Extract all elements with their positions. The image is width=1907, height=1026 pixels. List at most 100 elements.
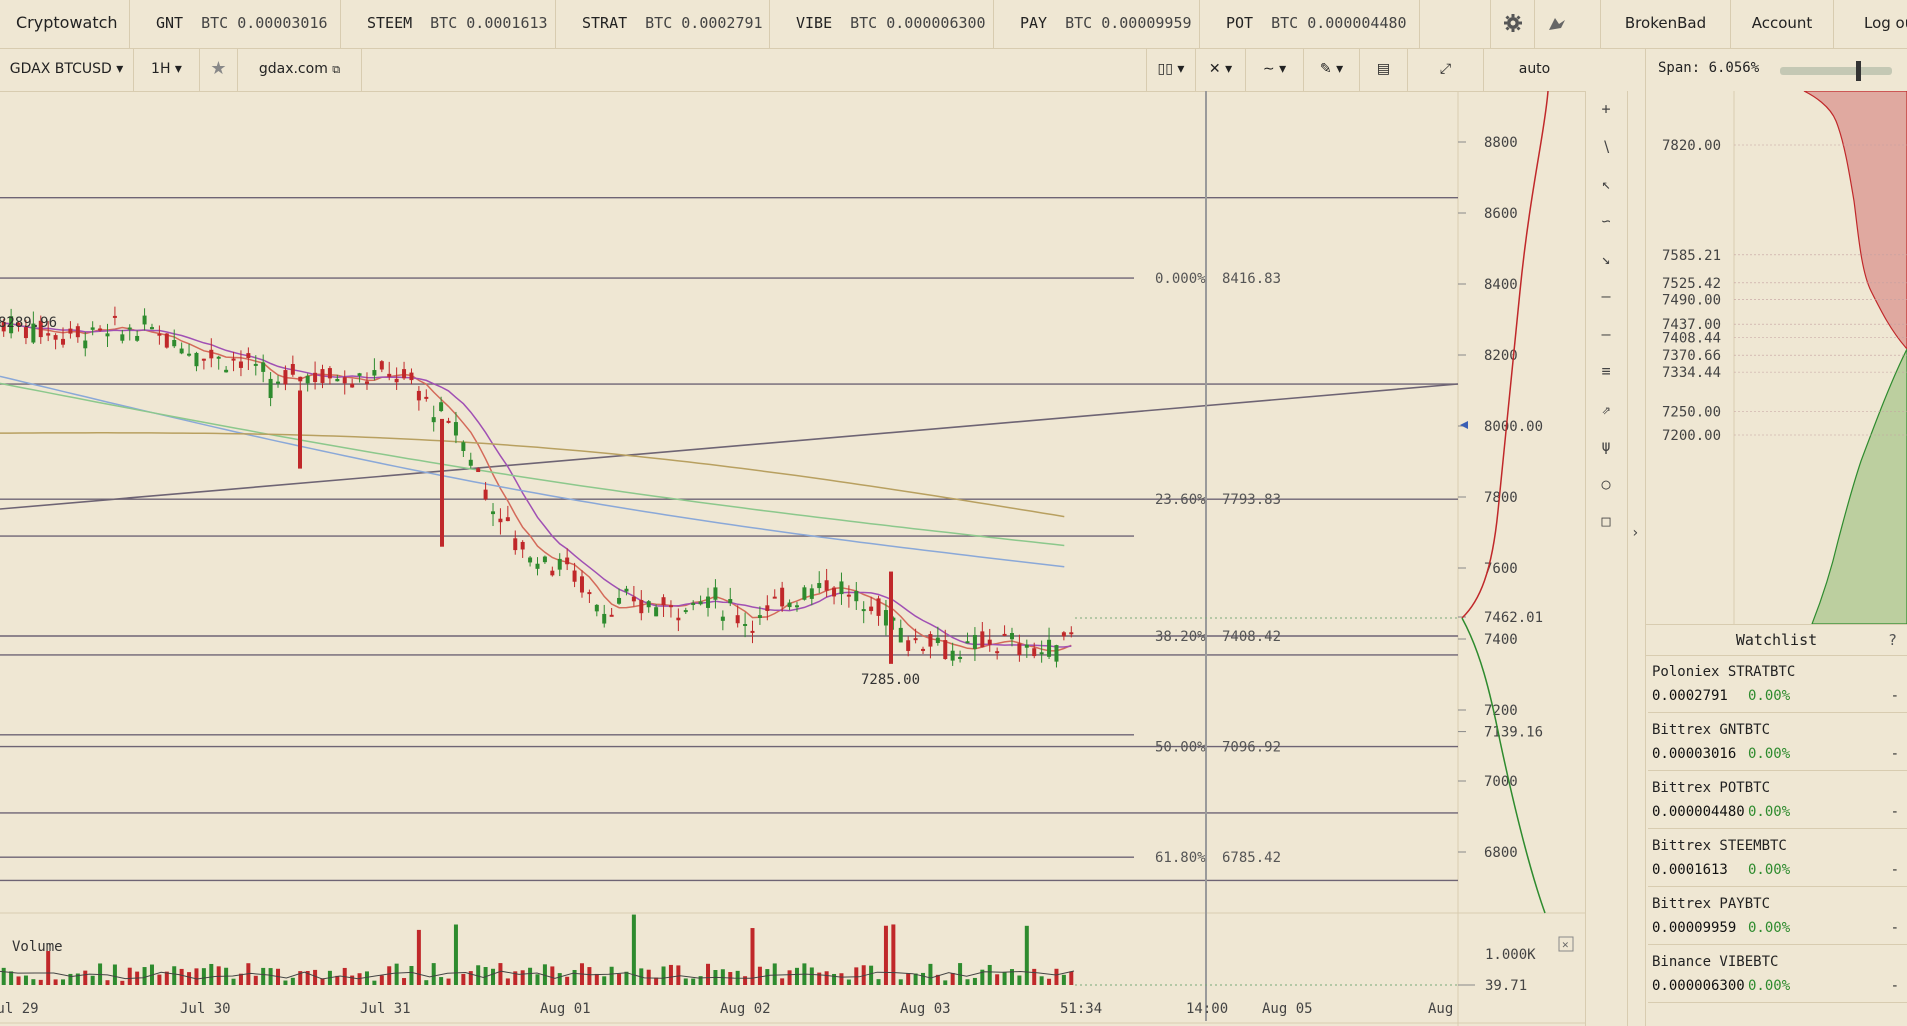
candle-body [542,556,547,563]
candle-body [350,383,355,388]
watchlist-item[interactable]: Poloniex STRATBTC 0.0002791 0.00% - [1648,656,1907,713]
remove-button[interactable]: - [1890,978,1899,994]
candle-body [61,338,66,345]
remove-button[interactable]: - [1890,688,1899,704]
volume-bar [424,980,429,985]
tool-curve[interactable]: ∽ [1588,205,1624,237]
volume-bar [9,971,14,985]
tool-arrow[interactable]: ↘ [1588,243,1624,275]
tool-line[interactable]: ∖ [1588,131,1624,163]
volume-bar [617,973,622,985]
fullscreen-button[interactable]: ⤢ [1408,49,1484,91]
candle-body [320,369,325,383]
depth-tick: 7370.66 [1662,348,1721,364]
watchlist-item[interactable]: Binance VIBEBTC 0.000006300 0.00% - [1648,946,1907,1003]
candle-body [913,638,918,641]
ticker-vibe[interactable]: VIBE BTC 0.000006300 [770,0,994,48]
crosshair-button[interactable]: ✕ ▾ [1196,49,1246,91]
trend-line[interactable] [0,383,1459,510]
volume-bar [105,980,110,985]
candle-body [253,363,258,366]
drawing-button[interactable]: ✎ ▾ [1304,49,1360,91]
watchlist-item[interactable]: Bittrex PAYBTC 0.00009959 0.00% - [1648,888,1907,945]
tool-fib[interactable]: ≡ [1588,355,1624,387]
logout-button[interactable]: Log out [1833,0,1907,48]
indicators-button[interactable]: ∼ ▾ [1246,49,1304,91]
volume-bar [283,980,288,985]
ticker-gnt[interactable]: GNT BTC 0.00003016 [130,0,341,48]
volume-bar [958,963,963,985]
candle-body [135,335,140,341]
volume-bar [980,969,985,985]
volume-bar [483,967,488,985]
candle-body [476,468,481,473]
remove-button[interactable]: - [1890,862,1899,878]
volume-bar [646,969,651,985]
volume-bar [439,977,444,985]
favorite-button[interactable]: ★ [200,49,238,91]
account-button[interactable]: Account [1730,0,1833,48]
watchlist-item[interactable]: Bittrex STEEMBTC 0.0001613 0.00% - [1648,830,1907,887]
fullscreen-icon: ⤢ [1439,61,1452,77]
help-button[interactable]: ? [1887,631,1897,649]
volume-bar [253,975,258,985]
tool-rectangle[interactable]: □ [1588,505,1624,537]
candle-body [238,361,243,368]
tool-ray[interactable]: ↖ [1588,168,1624,200]
candle-body [402,369,407,379]
tool-hline[interactable]: — [1588,280,1624,312]
ticker-steem[interactable]: STEEM BTC 0.0001613 [341,0,556,48]
volume-bar [876,979,881,985]
close-volume-button[interactable]: ✕ [1558,936,1574,952]
tool-short-hline[interactable]: – [1588,318,1624,350]
volume-bar [446,978,451,985]
side-panel [1645,49,1907,1026]
tool-circle[interactable]: ○ [1588,468,1624,500]
moving-averages [0,322,1072,652]
user-button[interactable]: BrokenBad [1600,0,1730,48]
candle-body [550,570,555,576]
candle-body [483,489,488,500]
star-icon: ★ [210,58,227,79]
price-chart[interactable]: 0.000% 8416.83 23.60% 7793.83 38.20% 7408.42 5… [0,91,1585,1026]
brand-logo[interactable]: Cryptowatch [0,0,130,48]
remove-button[interactable]: - [1890,804,1899,820]
ticker-pot[interactable]: POT BTC 0.000004480 [1200,0,1420,48]
volume-bar [387,966,392,985]
volume-bar [935,974,940,985]
watchlist-item[interactable]: Bittrex POTBTC 0.000004480 0.00% - [1648,772,1907,829]
ticker-pay[interactable]: PAY BTC 0.00009959 [994,0,1200,48]
span-slider-handle[interactable] [1856,61,1861,81]
ticker-strat[interactable]: STRAT BTC 0.0002791 [556,0,770,48]
tool-fan[interactable]: ⇗ [1588,393,1624,425]
volume-bar [772,963,777,985]
tool-pitchfork[interactable]: ψ [1588,430,1624,462]
theme-button[interactable] [1534,0,1578,48]
side-toggle[interactable]: › [1627,91,1646,1026]
interval-select[interactable]: 1H ▾ [134,49,200,91]
ticker-symbol: GNT [156,14,184,32]
volume-bar [335,975,340,985]
settings-button[interactable] [1490,0,1534,48]
volume-bar [668,964,673,985]
chart-type-button[interactable]: ▯▯ ▾ [1146,49,1196,91]
price-tick: 8200 [1484,348,1518,364]
volume-bar [624,971,629,985]
tool-crosshair[interactable]: + [1588,93,1624,125]
exchange-link[interactable]: gdax.com ⧉ [238,49,362,91]
high-label: 8289.96 [0,315,57,331]
scale-mode-button[interactable]: auto [1518,61,1551,77]
watchlist-item[interactable]: Bittrex GNTBTC 0.00003016 0.00% - [1648,714,1907,771]
candle-body [706,596,711,608]
remove-button[interactable]: - [1890,746,1899,762]
ticker-price: BTC 0.00003016 [201,14,328,32]
span-slider[interactable] [1780,61,1892,81]
chart-settings-button[interactable]: ▤ [1360,49,1408,91]
ticker-symbol: POT [1226,14,1254,32]
market-select[interactable]: GDAX BTCUSD ▾ [0,49,134,91]
candle-body [98,328,103,331]
remove-button[interactable]: - [1890,920,1899,936]
candle-body [157,333,162,336]
volume-bar [1047,978,1052,985]
